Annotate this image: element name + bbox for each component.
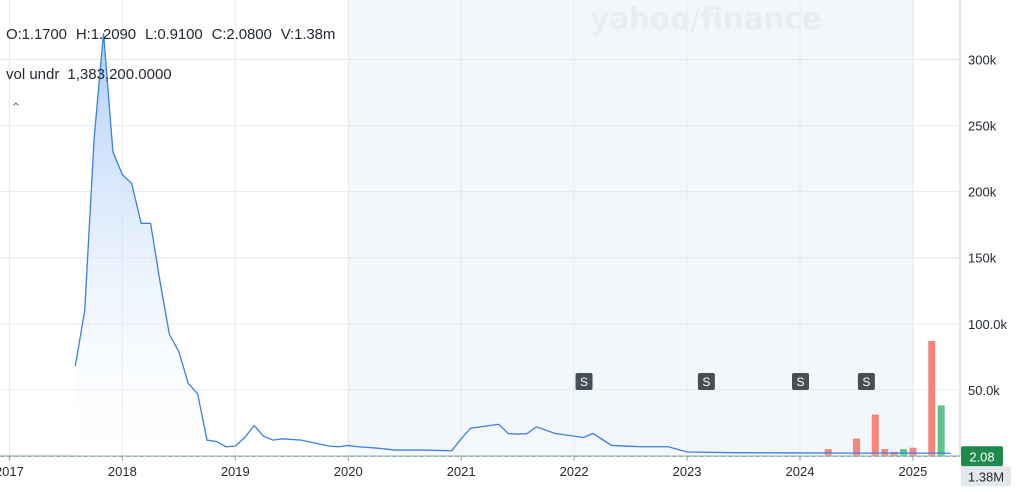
y-tick-label: 100.0k — [968, 317, 1008, 332]
ohlc-open: O:1.1700 — [6, 26, 67, 43]
y-tick-label: 50.0k — [968, 383, 1000, 398]
split-marker-label: S — [796, 375, 804, 389]
x-tick-label: 2019 — [221, 464, 250, 479]
chevron-up-icon[interactable]: ⌃ — [10, 100, 22, 115]
volume-bar — [928, 341, 936, 456]
last-volume-tag-label: 1.38M — [968, 469, 1004, 484]
shaded-region — [348, 0, 913, 456]
volume-bar — [909, 447, 917, 456]
ohlc-readout: O:1.1700 H:1.2090 L:0.9100 C:2.0800 V:1.38m — [6, 26, 344, 43]
x-tick-label: 2024 — [786, 464, 815, 479]
volume-bar — [871, 414, 879, 456]
split-marker-label: S — [580, 375, 588, 389]
x-tick-label: 2018 — [108, 464, 137, 479]
x-tick-label: 2021 — [447, 464, 476, 479]
y-tick-label: 200k — [968, 185, 997, 200]
ohlc-volume: V:1.38m — [280, 26, 336, 43]
y-tick-label: 250k — [968, 119, 997, 134]
split-marker — [857, 373, 875, 390]
y-tick-label: 150k — [968, 251, 997, 266]
volume-legend: vol undr 1,383,200.0000 — [6, 66, 180, 83]
volume-bar — [852, 438, 860, 456]
y-tick-label: 300k — [968, 52, 997, 67]
ohlc-close: C:2.0800 — [211, 26, 272, 43]
x-tick-label: 2025 — [898, 464, 927, 479]
x-tick-label: 2017 — [0, 464, 24, 479]
ohlc-low: L:0.9100 — [145, 26, 203, 43]
volume-legend-value: 1,383,200.0000 — [67, 66, 172, 83]
last-volume-tag — [961, 466, 1011, 487]
x-tick-label: 2023 — [673, 464, 702, 479]
split-marker — [575, 373, 593, 390]
split-marker — [792, 373, 809, 390]
price-area — [75, 33, 951, 456]
last-price-tag-label: 2.08 — [969, 449, 994, 464]
volume-legend-label: vol undr — [6, 66, 60, 83]
volume-bar — [937, 405, 945, 456]
x-tick-label: 2020 — [334, 464, 363, 479]
last-price-tag — [961, 446, 1003, 467]
split-marker-label: S — [862, 375, 870, 389]
ohlc-high: H:1.2090 — [75, 26, 137, 43]
split-marker — [697, 373, 715, 390]
x-tick-label: 2022 — [560, 464, 589, 479]
yahoo-finance-watermark: yahoo/finance — [590, 2, 822, 37]
split-marker-label: S — [702, 375, 710, 389]
